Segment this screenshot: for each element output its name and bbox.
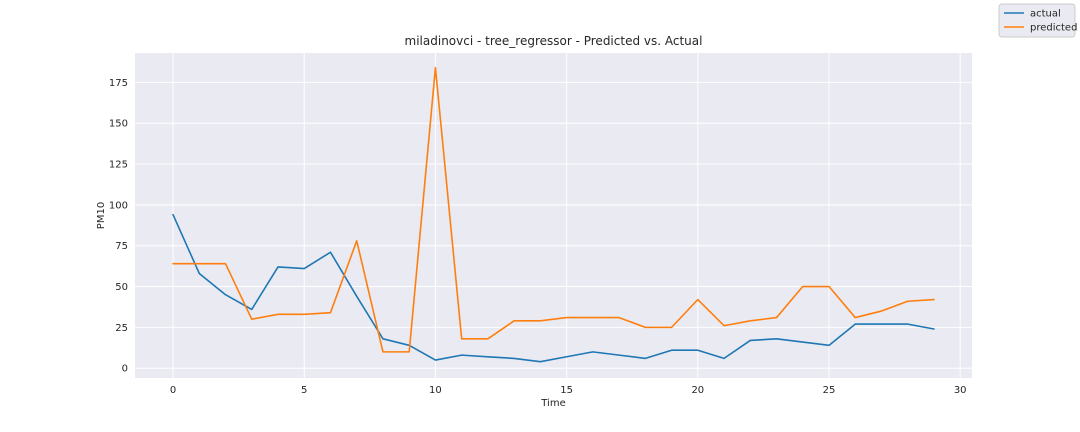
legend-label-predicted: predicted: [1030, 23, 1077, 34]
series-layer: [172, 66, 935, 363]
y-tick-label: 150: [109, 119, 128, 130]
series-line-actual: [172, 213, 935, 363]
y-axis-label: PM10: [96, 202, 107, 229]
y-tick-labels: 0 25 50 75 100 125 150 175: [109, 78, 128, 375]
y-tick-label: 100: [109, 200, 128, 211]
x-axis-label: Time: [540, 398, 565, 409]
y-tick-label: 75: [115, 241, 128, 252]
x-tick-labels: 0 5 10 15 20 25 30: [170, 385, 967, 396]
series-line-predicted: [172, 66, 935, 353]
x-tick-label: 10: [429, 385, 442, 396]
y-tick-label: 50: [115, 282, 128, 293]
x-tick-label: 20: [691, 385, 704, 396]
x-tick-label: 30: [954, 385, 967, 396]
x-tick-label: 25: [823, 385, 836, 396]
chart-title: miladinovci - tree_regressor - Predicted…: [405, 34, 703, 48]
x-tick-label: 0: [170, 385, 176, 396]
plot-area: [135, 53, 972, 378]
legend: actual predicted: [998, 3, 1077, 38]
legend-label-actual: actual: [1030, 9, 1061, 20]
y-tick-label: 0: [122, 364, 128, 375]
y-tick-label: 125: [109, 160, 128, 171]
x-tick-label: 5: [301, 385, 307, 396]
x-tick-label: 15: [560, 385, 573, 396]
y-tick-label: 175: [109, 78, 128, 89]
y-tick-label: 25: [115, 323, 128, 334]
grid: [135, 53, 972, 378]
